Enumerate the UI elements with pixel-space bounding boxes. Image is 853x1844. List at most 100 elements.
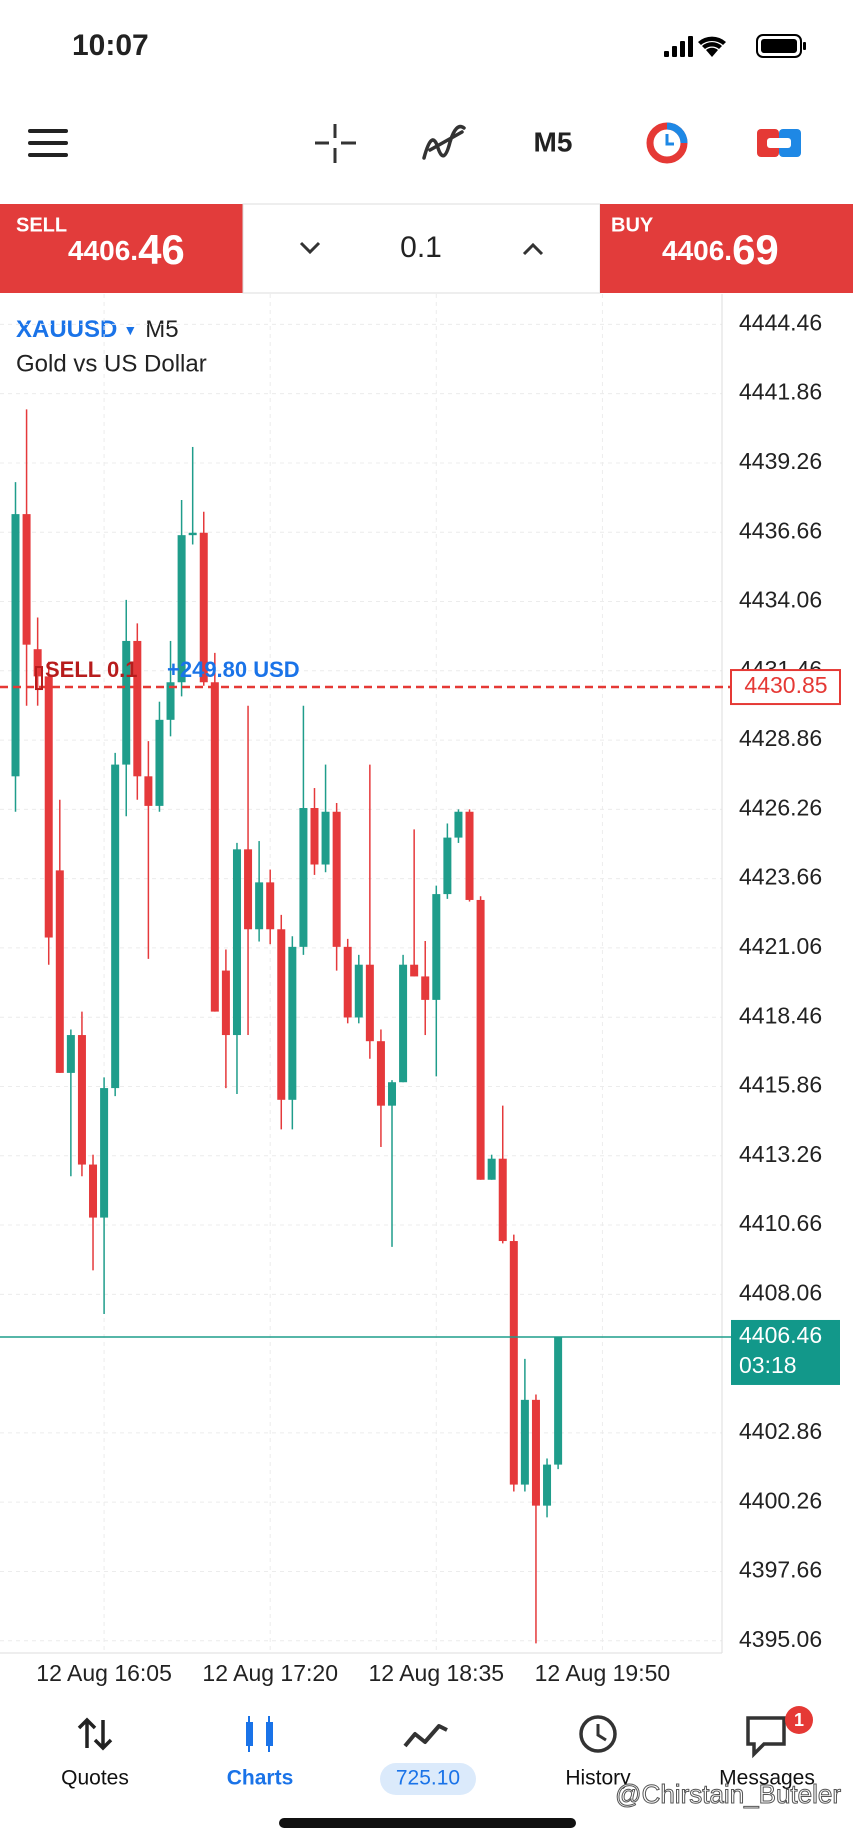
sell-button[interactable]: SELL 4406.46 — [0, 204, 243, 293]
y-tick-label: 4436.66 — [739, 517, 822, 543]
y-tick-label: 4426.26 — [739, 794, 822, 820]
candle-body — [388, 1082, 397, 1106]
candle-body — [520, 1399, 529, 1485]
nav-messages[interactable]: 1 Messages — [719, 1706, 815, 1790]
trade-button[interactable] — [757, 129, 801, 157]
nav-label: History — [565, 1767, 631, 1790]
watermark: @Chirstain_Buteler — [615, 1779, 841, 1809]
y-tick-label: 4439.26 — [739, 448, 822, 474]
candle-body — [443, 837, 452, 895]
badge: 1 — [794, 1710, 804, 1730]
candle-body — [44, 676, 53, 938]
candle-body — [89, 1164, 98, 1218]
candle-body — [133, 640, 142, 777]
nav-quotes[interactable]: Quotes — [61, 1717, 129, 1790]
candle-body — [354, 964, 363, 1018]
candle-body — [498, 1158, 507, 1242]
candle-body — [531, 1399, 540, 1506]
home-indicator — [279, 1818, 576, 1828]
symbol-description: Gold vs US Dollar — [16, 350, 207, 377]
buy-button[interactable]: BUY 4406.69 — [600, 204, 853, 293]
candle-body — [376, 1041, 385, 1106]
candle-body — [100, 1088, 109, 1218]
candle-body — [321, 811, 330, 865]
x-tick-label: 12 Aug 19:50 — [535, 1660, 671, 1686]
candle-body — [122, 640, 131, 765]
candle-body — [22, 514, 31, 645]
nav-label: Messages — [719, 1767, 815, 1790]
order-price-box — [730, 669, 841, 706]
candle-body — [487, 1158, 496, 1180]
candle-body — [410, 964, 419, 977]
candle-body — [543, 1464, 552, 1506]
nav-label: Charts — [227, 1767, 294, 1790]
buy-label: BUY — [611, 214, 654, 236]
candle-body — [421, 976, 430, 1000]
candle-body — [277, 929, 286, 1100]
price-box — [731, 1319, 840, 1385]
candle-body — [55, 870, 64, 1073]
indicators-button[interactable] — [422, 124, 466, 160]
status-time: 10:07 — [72, 29, 149, 62]
order-marker — [35, 666, 43, 691]
candle-body — [509, 1241, 518, 1485]
candle-body — [155, 719, 164, 806]
candle-body — [554, 1336, 563, 1465]
symbol[interactable]: XAUUSD ▼ M5 — [16, 316, 179, 343]
y-tick-label: 4402.86 — [739, 1418, 822, 1444]
candle-body — [221, 970, 230, 1036]
y-tick-label: 4410.66 — [739, 1210, 822, 1236]
candle-body — [11, 514, 20, 777]
candle-body — [399, 964, 408, 1083]
status-icons — [664, 34, 806, 58]
candle-body — [255, 882, 264, 930]
sell-label: SELL — [16, 214, 67, 236]
balance: 725.10 — [396, 1767, 460, 1790]
y-tick-label: 4421.06 — [739, 933, 822, 959]
y-tick-label: 4423.66 — [739, 864, 822, 890]
candle-body — [188, 532, 197, 536]
y-tick-label: 4415.86 — [739, 1072, 822, 1098]
current-price: 4406.46 — [739, 1322, 822, 1348]
menu-button[interactable] — [28, 129, 68, 157]
candle-body — [232, 849, 241, 1036]
y-tick-label: 4441.86 — [739, 379, 822, 405]
candle-body — [310, 808, 319, 865]
buy-price: 4406.69 — [662, 226, 779, 273]
candle-body — [210, 682, 219, 1012]
candle-body — [166, 682, 175, 720]
one-click-button[interactable] — [646, 122, 688, 164]
bar-timer: 03:18 — [739, 1352, 797, 1378]
timeframe-button[interactable]: M5 — [534, 126, 573, 157]
candle-body — [177, 535, 186, 683]
nav-charts[interactable]: Charts — [227, 1716, 294, 1790]
lot-increase[interactable] — [522, 242, 544, 256]
lot-value[interactable]: 0.1 — [400, 231, 442, 264]
x-tick-label: 12 Aug 17:20 — [202, 1660, 338, 1686]
candle-body — [77, 1035, 86, 1165]
nav-label: Quotes — [61, 1767, 129, 1790]
lot-decrease[interactable] — [299, 241, 321, 255]
y-tick-label: 4444.46 — [739, 309, 822, 335]
candle-body — [111, 764, 120, 1089]
candle-body — [476, 899, 485, 1180]
nav-trade[interactable]: 725.10 — [380, 1724, 476, 1795]
y-tick-label: 4418.46 — [739, 1002, 822, 1028]
y-tick-label: 4397.66 — [739, 1557, 822, 1583]
candle-body — [288, 946, 297, 1100]
crosshair-button[interactable] — [315, 124, 356, 163]
candle-body — [465, 811, 474, 900]
candle-body — [266, 882, 275, 930]
y-tick-label: 4395.06 — [739, 1626, 822, 1652]
nav-history[interactable]: History — [565, 1715, 631, 1790]
y-tick-label: 4434.06 — [739, 587, 822, 613]
candle-body — [144, 776, 153, 806]
lot-box — [242, 203, 601, 294]
y-tick-label: 4408.06 — [739, 1279, 822, 1305]
candle-body — [33, 649, 42, 677]
candle-body — [299, 808, 308, 947]
plot: 4444.464441.864439.264436.664434.064431.… — [0, 294, 841, 1686]
order-price: 4430.85 — [744, 672, 827, 698]
